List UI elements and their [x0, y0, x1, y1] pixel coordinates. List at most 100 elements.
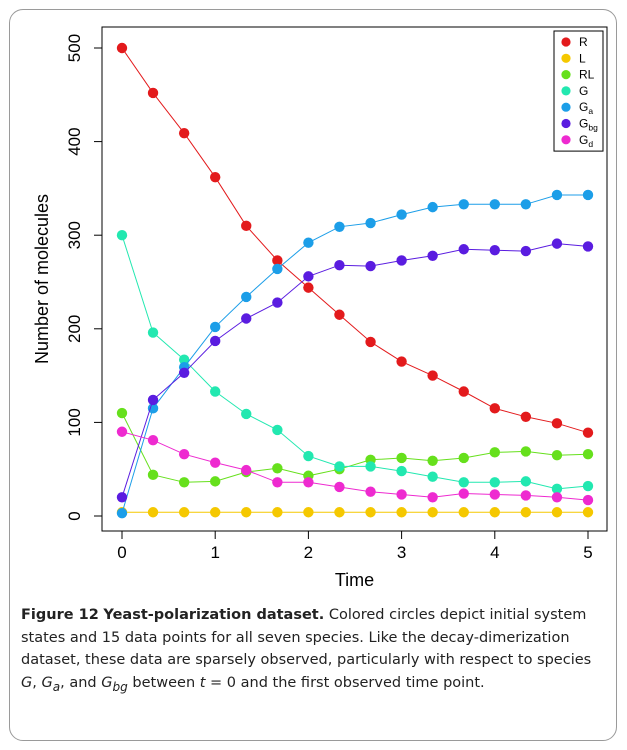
- data-point-g: [458, 477, 469, 488]
- legend-marker-g: [561, 86, 571, 96]
- legend-marker-rl: [561, 70, 571, 80]
- caption-text: Colored circles depict initial system st…: [21, 607, 592, 668]
- data-point-r: [303, 282, 314, 293]
- data-point-r: [241, 220, 252, 232]
- data-point-g-bg: [520, 245, 532, 257]
- series-line-g-a: [121, 194, 588, 514]
- figure-label: Figure 12: [21, 607, 99, 623]
- data-point-r: [582, 427, 594, 438]
- series-line-r: [121, 47, 589, 434]
- data-point-l: [334, 507, 345, 518]
- legend-label-g-d: Gd: [579, 133, 593, 149]
- data-point-l: [582, 507, 594, 518]
- data-point-r: [272, 255, 283, 266]
- legend-marker-g-bg: [561, 118, 571, 129]
- legend-label-g-bg: Gbg: [579, 117, 598, 133]
- caption-text: ,: [32, 674, 42, 691]
- data-point-rl: [210, 476, 221, 487]
- data-point-r: [334, 309, 345, 320]
- data-point-l: [210, 507, 221, 518]
- y-tick-label: 400: [65, 127, 84, 155]
- data-point-rl: [582, 449, 594, 460]
- data-point-g: [582, 480, 594, 492]
- data-point-g-bg: [427, 250, 438, 261]
- data-point-r: [365, 336, 376, 348]
- data-point-g-d: [458, 488, 469, 499]
- data-point-r: [427, 370, 438, 381]
- data-point-g: [365, 461, 376, 472]
- data-point-g-bg: [303, 271, 314, 282]
- figure-caption: Figure 12 Yeast-polarization dataset. Co…: [21, 604, 601, 698]
- data-point-g: [427, 471, 438, 482]
- data-point-g-bg: [147, 394, 159, 406]
- data-point-g-d: [178, 449, 190, 460]
- series-line-g-d: [121, 431, 589, 501]
- data-point-g-a: [551, 189, 563, 201]
- data-point-g-d: [303, 477, 314, 488]
- caption-var-t: t: [199, 674, 206, 691]
- data-point-g-bg: [458, 244, 469, 255]
- y-tick-label: 200: [65, 315, 84, 343]
- data-point-r: [520, 411, 532, 422]
- y-tick-label: 500: [65, 34, 84, 62]
- legend-marker-g-d: [561, 135, 571, 145]
- data-point-g-a: [334, 221, 345, 232]
- caption-species-gbg: Gbg: [101, 674, 128, 694]
- caption-species-g: G: [21, 674, 33, 691]
- data-point-g-a: [427, 201, 438, 213]
- legend-label-g-a: Ga: [579, 100, 593, 116]
- data-point-g-d: [427, 492, 438, 503]
- series-line-g: [121, 235, 589, 490]
- data-point-g-bg: [241, 313, 252, 324]
- data-point-g-bg: [178, 367, 190, 378]
- data-point-g-a: [241, 291, 252, 303]
- data-point-rl: [551, 449, 563, 461]
- data-point-g-d: [365, 486, 376, 497]
- data-point-g: [241, 408, 252, 420]
- legend-marker-l: [561, 53, 571, 63]
- data-point-g-d: [396, 489, 407, 500]
- data-point-l: [489, 507, 500, 518]
- legend-label-rl: RL: [579, 68, 595, 82]
- data-point-r: [178, 127, 190, 139]
- x-tick-label: 2: [304, 543, 313, 562]
- data-point-g-bg: [551, 238, 563, 249]
- data-point-r: [147, 87, 159, 99]
- caption-text: between: [127, 674, 200, 691]
- data-point-rl: [116, 407, 128, 419]
- legend-marker-r: [561, 37, 571, 47]
- data-point-g-bg: [365, 260, 376, 272]
- data-point-g-d: [489, 489, 500, 500]
- x-tick-label: 5: [583, 543, 592, 562]
- y-tick-label: 0: [65, 511, 84, 520]
- data-point-rl: [272, 463, 283, 474]
- data-point-g: [272, 424, 283, 436]
- x-tick-label: 1: [210, 543, 219, 562]
- caption-text: , and: [60, 674, 102, 691]
- data-point-g-a: [396, 209, 407, 220]
- data-point-rl: [427, 455, 438, 466]
- data-point-l: [520, 507, 532, 518]
- data-point-l: [272, 507, 283, 518]
- data-point-g-a: [458, 199, 469, 210]
- data-point-l: [178, 507, 190, 518]
- data-point-g: [489, 477, 500, 488]
- data-point-g-a: [365, 217, 376, 229]
- data-point-g-d: [116, 426, 128, 437]
- data-point-g-d: [582, 494, 594, 506]
- caption-species-ga: Ga: [41, 674, 61, 694]
- data-point-l: [147, 507, 159, 518]
- data-point-g-d: [551, 492, 563, 503]
- data-point-g-d: [147, 434, 159, 446]
- legend-marker-g-a: [561, 102, 571, 112]
- data-point-g-d: [210, 457, 221, 468]
- data-point-g-a: [520, 199, 532, 210]
- data-point-g: [520, 476, 532, 487]
- caption-text: = 0 and the first observed time point.: [205, 674, 485, 691]
- y-tick-label: 300: [65, 221, 84, 249]
- data-point-r: [396, 356, 407, 367]
- data-point-l: [365, 507, 376, 518]
- data-point-g: [396, 465, 407, 477]
- x-tick-label: 4: [490, 543, 499, 562]
- data-point-g-bg: [210, 335, 221, 347]
